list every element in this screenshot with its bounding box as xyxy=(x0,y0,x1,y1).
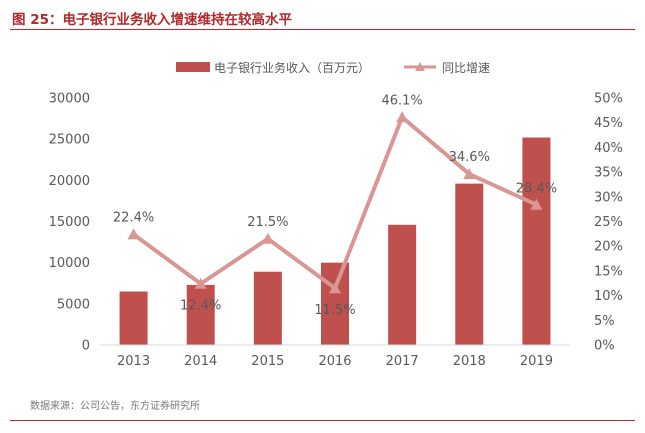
growth-label-2018: 34.6% xyxy=(449,150,490,165)
y2-tick-label: 30% xyxy=(594,190,623,205)
growth-label-2015: 21.5% xyxy=(247,215,288,230)
x-tick-label: 2013 xyxy=(117,354,150,369)
growth-point-2017 xyxy=(396,111,409,123)
growth-label-2019: 28.4% xyxy=(516,182,557,197)
legend-bar-label: 电子银行业务收入（百万元） xyxy=(214,60,370,75)
bar-2017 xyxy=(388,224,417,345)
x-tick-labels: 2013 2014 2015 2016 2017 2018 2019 xyxy=(117,354,553,369)
x-tick-label: 2017 xyxy=(386,354,419,369)
growth-label-2013: 22.4% xyxy=(113,210,154,225)
bar-2015 xyxy=(253,271,282,345)
right-y-tick-labels: 0% 5% 10% 15% 20% 25% 30% 35% 40% 45% 50% xyxy=(594,92,623,354)
y2-tick-label: 10% xyxy=(594,289,623,304)
y2-tick-label: 35% xyxy=(594,166,623,181)
bar-2019 xyxy=(522,137,551,345)
y2-tick-label: 0% xyxy=(594,339,615,354)
y-tick-label: 0 xyxy=(82,339,90,354)
y2-tick-label: 25% xyxy=(594,215,623,230)
legend-bar-swatch xyxy=(176,62,210,72)
legend-triangle-marker-icon xyxy=(415,62,425,71)
y-tick-label: 15000 xyxy=(49,215,90,230)
legend-line-label: 同比增速 xyxy=(442,61,490,75)
bar-2014 xyxy=(186,284,215,345)
bar-2013 xyxy=(119,291,148,345)
growth-point-2019 xyxy=(530,198,543,210)
growth-point-2018 xyxy=(463,168,476,180)
y2-tick-label: 20% xyxy=(594,240,623,255)
bar-2016 xyxy=(321,262,349,345)
bars-layer xyxy=(119,137,551,345)
title-divider xyxy=(10,29,635,30)
x-tick-label: 2018 xyxy=(453,354,486,369)
source-note: 数据来源：公司公告，东方证券研究所 xyxy=(30,401,200,412)
bar-2018 xyxy=(455,183,484,345)
bottom-divider xyxy=(10,420,635,421)
y-tick-label: 10000 xyxy=(49,256,90,271)
y-tick-label: 25000 xyxy=(49,133,90,148)
y-tick-label: 30000 xyxy=(49,92,90,107)
line-layer xyxy=(127,111,543,294)
y2-tick-label: 45% xyxy=(594,116,623,131)
x-tick-label: 2014 xyxy=(184,354,217,369)
x-tick-label: 2015 xyxy=(251,354,284,369)
x-tick-label: 2019 xyxy=(520,354,553,369)
y2-tick-label: 15% xyxy=(594,264,623,279)
growth-label-2017: 46.1% xyxy=(381,93,422,108)
growth-data-labels: 22.4% 12.4% 21.5% 11.5% 46.1% 34.6% 28.4% xyxy=(113,93,557,318)
y-tick-label: 5000 xyxy=(57,297,90,312)
left-y-tick-labels: 0 5000 10000 15000 20000 25000 30000 xyxy=(49,92,90,354)
growth-point-2016 xyxy=(329,282,341,294)
y2-tick-label: 5% xyxy=(594,314,615,329)
y2-tick-label: 40% xyxy=(594,141,623,156)
legend: 电子银行业务收入（百万元） 同比增速 xyxy=(176,60,490,75)
growth-point-2014 xyxy=(194,277,207,289)
growth-label-2014: 12.4% xyxy=(180,299,221,314)
y-tick-label: 20000 xyxy=(49,174,90,189)
growth-point-2015 xyxy=(261,232,274,244)
x-tick-label: 2016 xyxy=(318,354,351,369)
y2-tick-label: 50% xyxy=(594,92,623,107)
figure-title: 图 25：电子银行业务收入增速维持在较高水平 xyxy=(12,12,292,28)
growth-point-2013 xyxy=(127,228,140,240)
growth-label-2016: 11.5% xyxy=(314,303,355,318)
